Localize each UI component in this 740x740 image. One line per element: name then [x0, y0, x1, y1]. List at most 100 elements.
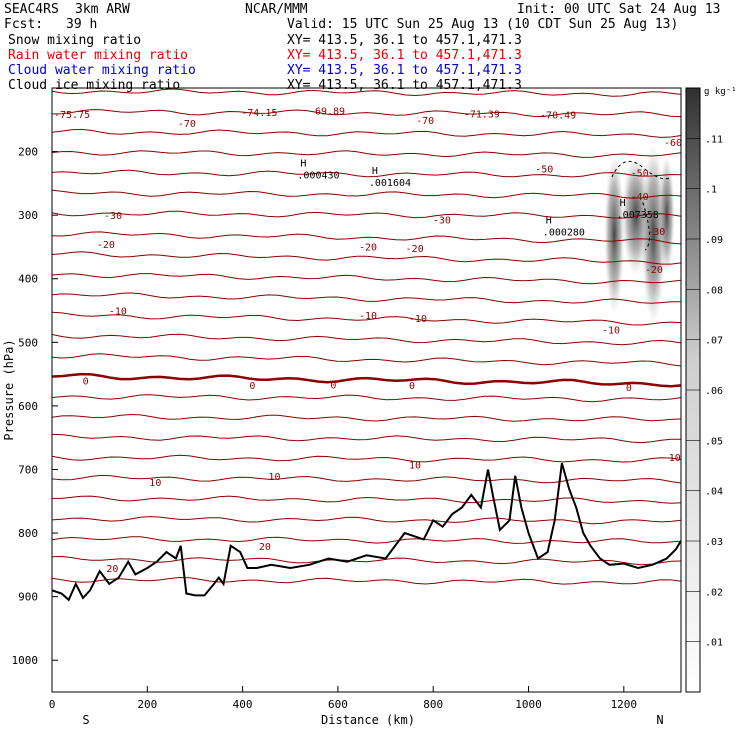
isotherm-label: 20	[106, 564, 118, 575]
colorbar-tick-label: .01	[705, 638, 723, 649]
x-axis: 0 200 400 600 800 1000 1200	[49, 686, 637, 711]
isotherm-label: 0	[83, 376, 89, 387]
isotherm-label: -20	[359, 242, 377, 253]
extremum-h-label: H	[620, 198, 626, 209]
cloud-ice-shading	[604, 144, 675, 325]
colorbar-tick-label: .04	[705, 487, 723, 498]
ice-shading-cell	[641, 144, 666, 325]
y-tick-label: 900	[18, 591, 38, 604]
colorbar-tick-label: .11	[705, 134, 723, 145]
field-xy: XY= 413.5, 36.1 to 457.1,471.3	[287, 33, 522, 48]
x-tick-label: 200	[137, 698, 157, 711]
plot-frame	[51, 87, 682, 693]
field-name: Cloud water mixing ratio	[8, 63, 196, 78]
isotherm-label: -30	[647, 227, 665, 238]
y-tick-label: 300	[18, 209, 38, 222]
colorbar-tick-label: .09	[705, 235, 723, 246]
isotherm-label: -70	[416, 116, 434, 127]
isotherm-line	[52, 454, 681, 463]
field-name: Cloud ice mixing ratio	[8, 78, 180, 93]
field-legend: Snow mixing ratio XY= 413.5, 36.1 to 457…	[8, 33, 522, 93]
isotherm-line	[52, 292, 681, 304]
isotherm-label: -70.49	[540, 111, 576, 122]
valid-time: Valid: 15 UTC Sun 25 Aug 13 (10 CDT Sun …	[287, 17, 678, 32]
isotherm-line	[52, 495, 681, 504]
extremum-value: .001604	[369, 178, 411, 189]
x-tick-label: 800	[423, 698, 443, 711]
isotherm-line	[52, 251, 681, 265]
isotherm-line	[52, 433, 681, 444]
cloud-ice-contour	[611, 160, 672, 251]
colorbar-tick-label: .1	[705, 185, 717, 196]
isotherm-line	[52, 169, 681, 178]
y-tick-label: 200	[18, 146, 38, 159]
colorbar-tick-label: .06	[705, 386, 723, 397]
isotherm-label: -20	[406, 244, 424, 255]
y-tick-label: 500	[18, 336, 38, 349]
isotherm-line	[52, 311, 681, 326]
north-label: N	[656, 713, 663, 727]
isotherm-line	[52, 231, 681, 245]
isotherm-label: -70	[178, 119, 196, 130]
y-tick-label: 400	[18, 273, 38, 286]
isotherm-line	[52, 555, 681, 566]
isotherm-label: 10	[409, 460, 421, 471]
isotherm-label: -75.75	[54, 110, 90, 121]
colorbar-tick-label: .08	[705, 285, 723, 296]
y-axis-title: Pressure (hPa)	[2, 339, 16, 440]
colorbar-unit: g kg⁻¹	[704, 87, 737, 97]
extremum-h-label: H	[300, 158, 306, 169]
isotherm-label: 10	[268, 472, 280, 483]
init-time: Init: 00 UTC Sat 24 Aug 13	[517, 2, 721, 17]
isotherm-label: -10	[109, 307, 127, 318]
y-tick-label: 800	[18, 527, 38, 540]
ice-shading-cell	[604, 154, 625, 315]
x-axis-title: Distance (km)	[321, 713, 415, 727]
y-axis: 200 300 400 500 600 700 800 900 1000	[12, 146, 58, 667]
temperature-isotherms	[52, 88, 681, 585]
field-xy: XY= 413.5, 36.1 to 457.1,471.3	[287, 63, 522, 78]
isotherm-label: 0	[249, 381, 255, 392]
isotherm-line	[52, 394, 681, 403]
model-resolution: 3km ARW	[75, 2, 130, 17]
extremum-h-label: H	[372, 166, 378, 177]
isotherm-label: 0	[409, 381, 415, 392]
x-tick-label: 600	[328, 698, 348, 711]
freezing-level-line	[52, 372, 681, 388]
isotherm-label: 0	[330, 380, 336, 391]
south-label: S	[82, 713, 89, 727]
x-tick-label: 1000	[515, 698, 542, 711]
colorbar-tick-label: .03	[705, 537, 723, 548]
isotherm-label: -10	[602, 326, 620, 337]
isotherm-line	[52, 189, 681, 199]
isotherm-line	[52, 333, 681, 346]
y-tick-label: 700	[18, 463, 38, 476]
field-xy: XY= 413.5, 36.1 to 457.1,471.3	[287, 48, 522, 63]
isotherm-label: -71.39	[464, 109, 500, 120]
isotherm-label: 0	[626, 383, 632, 394]
isotherm-label: -20	[97, 240, 115, 251]
isotherm-line	[52, 536, 681, 544]
isotherm-label: -20	[645, 265, 663, 276]
forecast-label: Fcst:	[4, 17, 43, 32]
isotherm-line	[52, 88, 681, 97]
field-name: Snow mixing ratio	[8, 33, 141, 48]
extremum-value: .000430	[297, 170, 339, 181]
terrain-line	[52, 462, 681, 602]
isotherm-label: -60	[664, 138, 682, 149]
isotherm-label: 10	[149, 478, 161, 489]
isotherm-label: -10	[359, 311, 377, 322]
isotherm-label: -69.89	[309, 106, 345, 117]
colorbar-tick-label: .07	[705, 336, 723, 347]
isotherm-label: -30	[433, 216, 451, 227]
ice-shading-cell	[658, 155, 675, 276]
x-tick-label: 0	[49, 698, 56, 711]
extremum-value: .007358	[617, 210, 659, 221]
field-name: Rain water mixing ratio	[8, 48, 188, 63]
y-tick-label: 600	[18, 400, 38, 413]
isotherm-label: 20	[259, 542, 271, 553]
isotherm-label: 10	[669, 453, 681, 464]
forecast-hours: 39 h	[66, 17, 97, 32]
